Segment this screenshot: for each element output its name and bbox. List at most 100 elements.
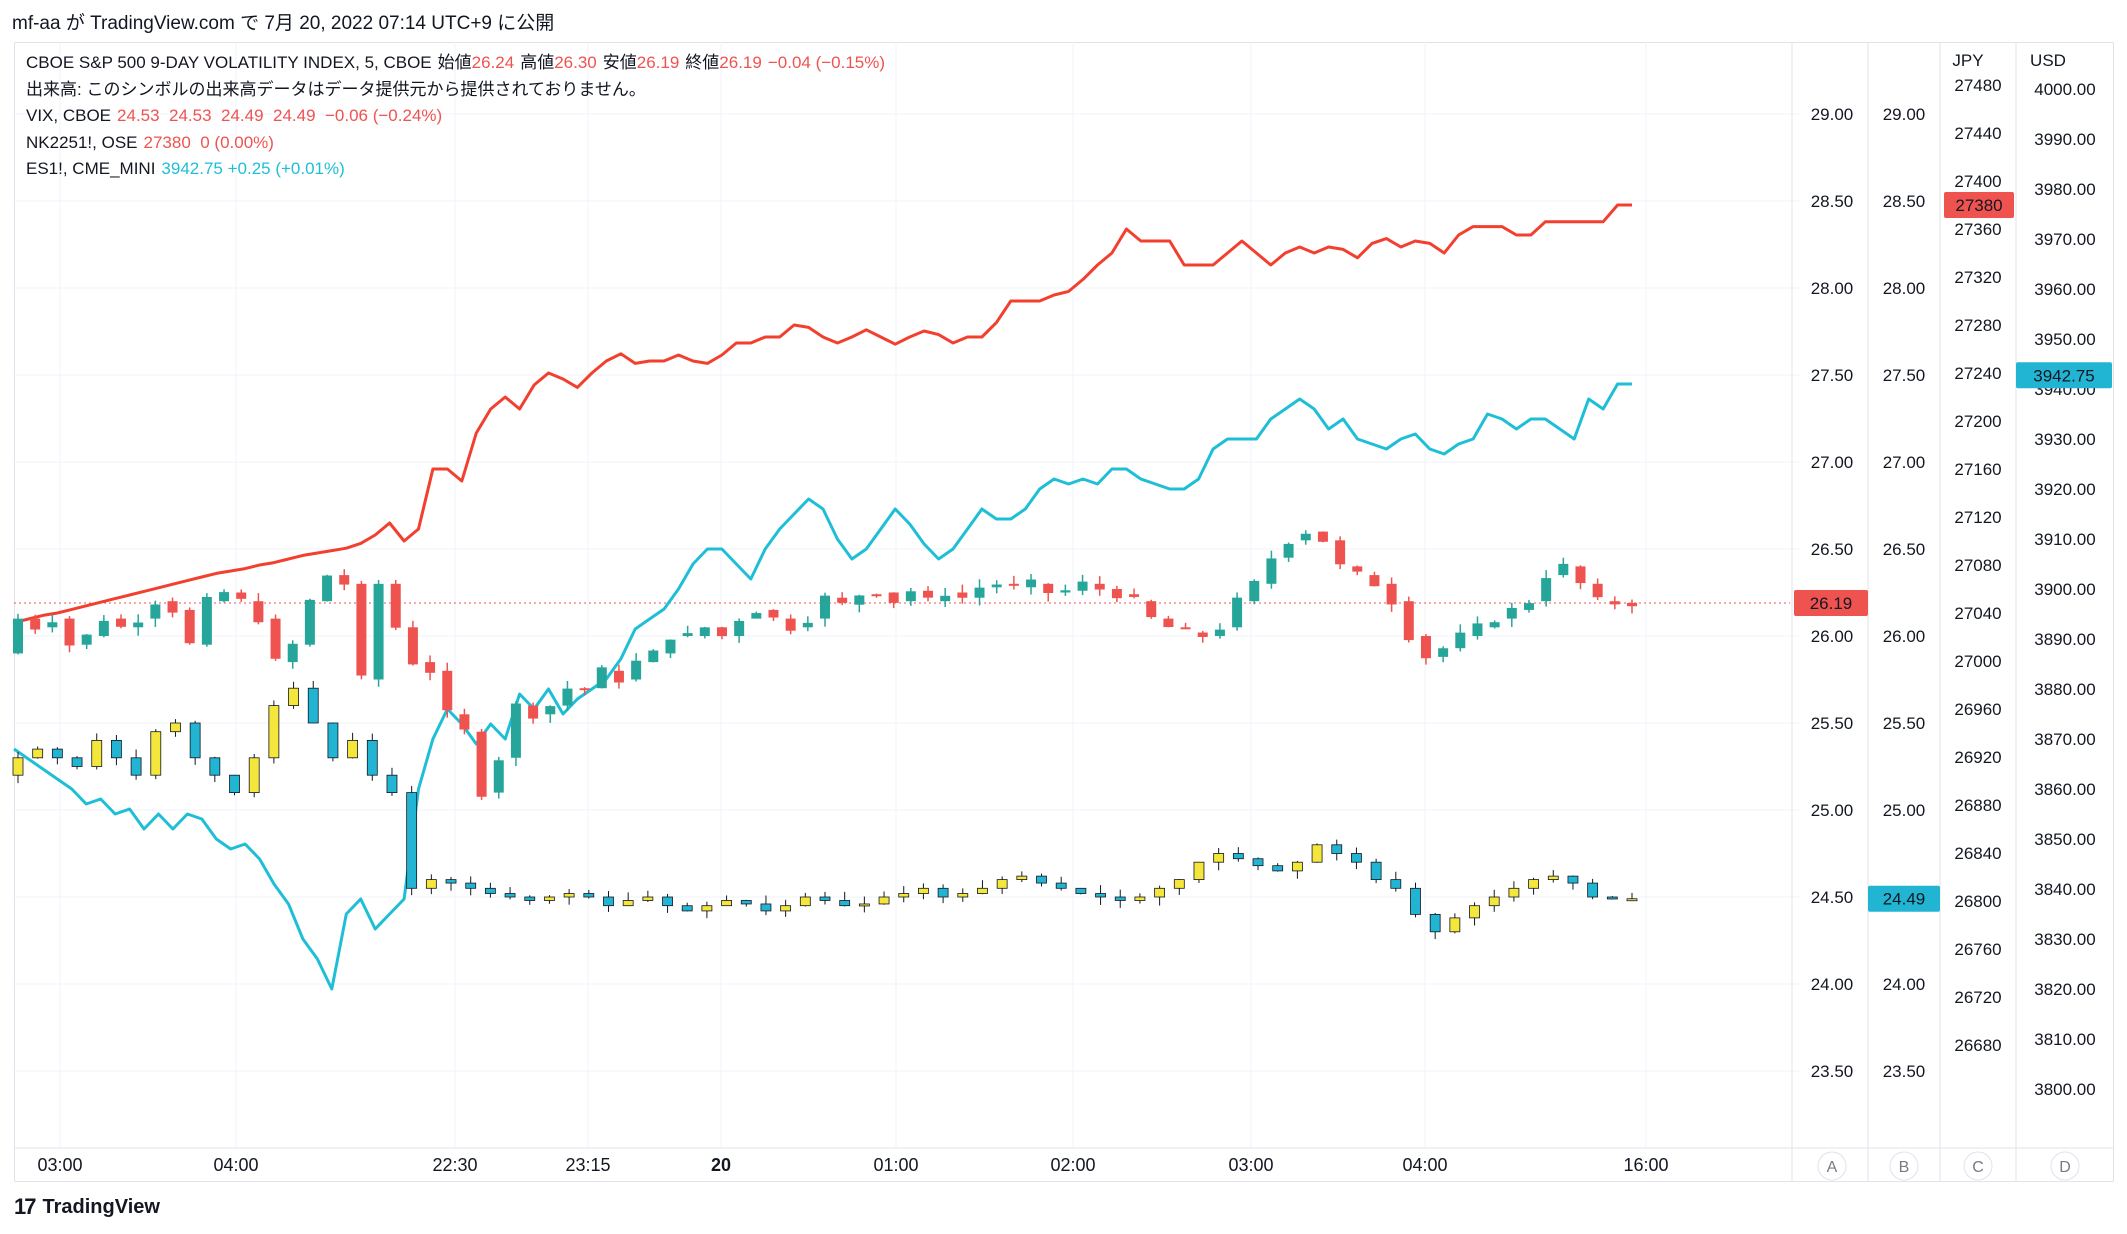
axis-d-tick: 3960.00: [2034, 280, 2095, 299]
main-candle: [562, 688, 573, 706]
main-candle: [1094, 583, 1105, 590]
main-candle: [1523, 603, 1534, 610]
vix-candle: [1370, 861, 1382, 881]
axis-c-tick: 27400: [1954, 172, 2001, 191]
vix-candle: [524, 896, 536, 901]
vix-candle: [937, 887, 949, 898]
axis-d-tick: 3950.00: [2034, 330, 2095, 349]
main-candle: [1008, 583, 1019, 586]
vix-candle: [12, 757, 24, 776]
main-candle: [1266, 558, 1277, 584]
axis-d-tick: 3990.00: [2034, 130, 2095, 149]
axis-d-tick: 3890.00: [2034, 630, 2095, 649]
main-candle: [1386, 583, 1397, 605]
main-candle: [98, 620, 109, 636]
axis-d-tick: 3850.00: [2034, 830, 2095, 849]
main-candle: [1472, 623, 1483, 636]
main-candle: [236, 592, 247, 599]
main-candle: [768, 609, 779, 618]
main-candle: [785, 618, 796, 631]
main-candle: [613, 670, 624, 683]
vix-candle: [799, 896, 811, 907]
header-publish-info: mf-aa が TradingView.com で 7月 20, 2022 07…: [12, 13, 555, 34]
vix-candle: [819, 896, 831, 901]
vix-candle: [484, 887, 496, 894]
vix-candle: [1567, 875, 1579, 884]
main-candle: [1180, 627, 1191, 630]
axis-c-tick: 26720: [1954, 988, 2001, 1007]
vix-candle: [1449, 917, 1461, 933]
vix-candle: [918, 887, 929, 894]
legend-high: 26.30: [554, 53, 597, 72]
axis-a-tick: 26.00: [1811, 627, 1854, 646]
vix-candle: [1213, 853, 1225, 863]
vix-candle: [1075, 887, 1087, 894]
vix-candle: [839, 900, 851, 907]
main-candle: [820, 595, 830, 619]
main-candle: [665, 639, 676, 654]
last-value-a-bg: [1794, 589, 1868, 616]
scale-button-D[interactable]: [2050, 1151, 2080, 1181]
main-candle: [30, 618, 41, 630]
vix-candle: [1016, 875, 1028, 880]
vix-candle: [189, 722, 201, 759]
vix-candle: [622, 900, 634, 907]
axis-a-tick: 24.50: [1811, 888, 1854, 907]
legend-nk-name: NK2251!, OSE: [26, 132, 138, 152]
axis-c-tick: 27280: [1954, 316, 2001, 335]
main-candle: [1317, 531, 1328, 542]
vix-candle: [445, 879, 457, 884]
main-candle: [1060, 590, 1071, 593]
scale-button-C[interactable]: [1963, 1151, 1993, 1181]
legend: CBOE S&P 500 9-DAY VOLATILITY INDEX, 5, …: [26, 50, 891, 183]
legend-open-label: 始値: [437, 53, 472, 72]
vix-candle: [209, 757, 221, 776]
vix-candle: [583, 893, 595, 898]
vix-candle: [347, 740, 359, 759]
axis-c-tick: 27040: [1954, 604, 2001, 623]
main-candle: [1129, 594, 1140, 597]
x-tick-label: 22:30: [432, 1155, 477, 1175]
main-candle: [528, 705, 539, 719]
main-candle: [1300, 533, 1311, 541]
axis-b-tick: 25.00: [1883, 801, 1926, 820]
vix-candle: [51, 748, 63, 759]
main-candle: [322, 575, 333, 602]
vix-candle: [71, 757, 83, 767]
legend-vix-values: 24.53 24.53 24.49 24.49 −0.06 (−0.24%): [117, 106, 443, 125]
vix-candle: [642, 896, 654, 901]
x-tick-label: 23:15: [565, 1155, 610, 1175]
main-candle: [407, 627, 418, 665]
axis-a-tick: 29.00: [1811, 105, 1854, 124]
axis-b-tick: 24.00: [1883, 975, 1926, 994]
vix-candle: [544, 896, 555, 901]
axis-c-tick: 26920: [1954, 748, 2001, 767]
vix-candle: [288, 687, 299, 707]
main-candle: [974, 587, 985, 598]
axis-c-tick: 27480: [1954, 76, 2001, 95]
legend-vix-row[interactable]: VIX, CBOE 24.53 24.53 24.49 24.49 −0.06 (…: [26, 103, 891, 130]
main-candle: [442, 670, 453, 711]
vix-candle: [858, 903, 870, 907]
axis-b-tick: 27.00: [1883, 453, 1926, 472]
main-candle: [1575, 566, 1586, 584]
main-candle: [184, 609, 195, 644]
main-candle: [734, 620, 745, 636]
axis-d-tick: 3920.00: [2034, 480, 2095, 499]
scale-button-A[interactable]: [1817, 1151, 1847, 1181]
legend-main-row[interactable]: CBOE S&P 500 9-DAY VOLATILITY INDEX, 5, …: [26, 50, 891, 77]
last-value-d-bg: [2016, 362, 2112, 389]
chart-frame[interactable]: [14, 42, 2114, 1182]
main-candle: [1026, 579, 1037, 588]
main-candle: [1558, 563, 1569, 576]
vix-candle: [170, 722, 181, 733]
legend-es-row[interactable]: ES1!, CME_MINI 3942.75 +0.25 (+0.01%): [26, 156, 891, 183]
main-candle: [1197, 632, 1208, 637]
tradingview-footer[interactable]: 17 TradingView: [14, 1194, 160, 1220]
x-tick-label: 03:00: [37, 1155, 82, 1175]
main-candle: [304, 599, 315, 645]
scale-button-B[interactable]: [1889, 1151, 1919, 1181]
legend-nk-row[interactable]: NK2251!, OSE 27380 0 (0.00%): [26, 130, 891, 157]
es-line: [13, 382, 1632, 991]
